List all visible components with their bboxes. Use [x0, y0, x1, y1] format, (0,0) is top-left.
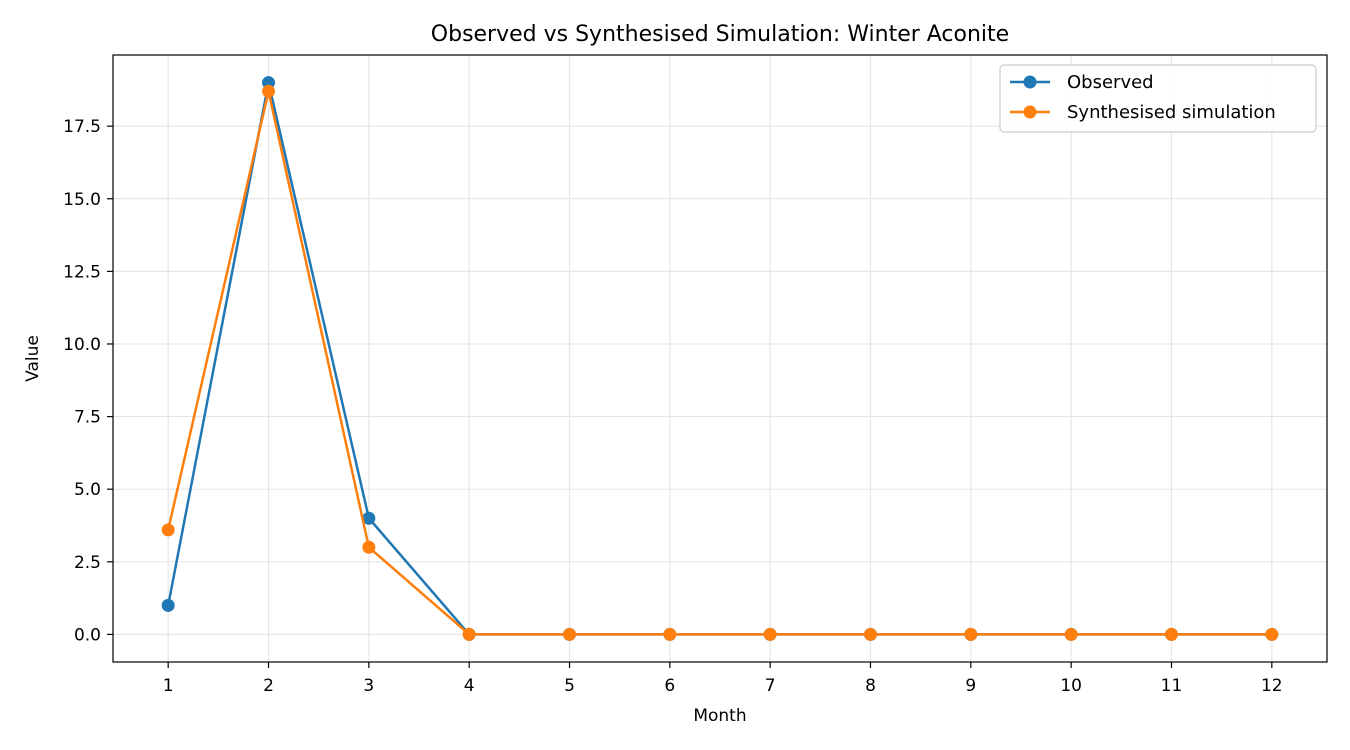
- y-axis: 0.0 2.5 5.0 7.5 10.0 12.5 15.0 17.5: [63, 117, 113, 645]
- data-point: [161, 598, 175, 612]
- y-tick-label: 5.0: [74, 480, 101, 500]
- data-point: [1064, 627, 1078, 641]
- legend-entry: Observed: [1010, 72, 1154, 93]
- x-tick-label: 1: [163, 676, 174, 696]
- x-tick-label: 12: [1261, 676, 1283, 696]
- y-tick-label: 12.5: [63, 262, 101, 282]
- data-point: [161, 523, 175, 537]
- x-tick-label: 4: [464, 676, 475, 696]
- x-axis: 1 2 3 4 5 6 7 8 9 10 11 12: [163, 662, 1283, 696]
- data-point: [964, 627, 978, 641]
- y-tick-label: 10.0: [63, 335, 101, 355]
- plot-frame: [112, 54, 1328, 663]
- data-point: [663, 627, 677, 641]
- data-point: [1164, 627, 1178, 641]
- legend-marker: [1023, 75, 1037, 89]
- data-point: [563, 627, 577, 641]
- x-tick-label: 8: [865, 676, 876, 696]
- data-point: [362, 511, 376, 525]
- series-layer: [161, 76, 1279, 641]
- legend-entry: Synthesised simulation: [1010, 102, 1276, 123]
- series-observed: [161, 76, 1279, 641]
- x-tick-label: 6: [664, 676, 675, 696]
- series-line: [166, 90, 1272, 636]
- x-tick-label: 10: [1060, 676, 1082, 696]
- y-tick-label: 17.5: [63, 117, 101, 137]
- chart-title: Observed vs Synthesised Simulation: Wint…: [431, 22, 1009, 47]
- x-tick-label: 2: [263, 676, 274, 696]
- series-synthesised-simulation: [161, 84, 1279, 641]
- data-point: [763, 627, 777, 641]
- data-point: [262, 84, 276, 98]
- legend-box: [999, 64, 1317, 133]
- x-tick-label: 5: [564, 676, 575, 696]
- y-tick-label: 7.5: [74, 408, 101, 428]
- grid: [113, 55, 1327, 662]
- series-line: [166, 81, 1272, 636]
- legend-label: Observed: [1067, 72, 1154, 93]
- y-tick-label: 15.0: [63, 190, 101, 210]
- x-tick-label: 3: [363, 676, 374, 696]
- y-axis-label: Value: [23, 335, 43, 382]
- x-tick-label: 11: [1161, 676, 1183, 696]
- x-tick-label: 9: [965, 676, 976, 696]
- legend-label: Synthesised simulation: [1067, 102, 1276, 123]
- y-tick-label: 0.0: [74, 625, 101, 645]
- x-axis-label: Month: [693, 706, 746, 726]
- legend-marker: [1023, 105, 1037, 119]
- data-point: [1265, 627, 1279, 641]
- legend: Observed Synthesised simulation: [999, 64, 1317, 133]
- y-tick-label: 2.5: [74, 553, 101, 573]
- data-point: [462, 627, 476, 641]
- x-tick-label: 7: [765, 676, 776, 696]
- data-point: [863, 627, 877, 641]
- data-point: [362, 540, 376, 554]
